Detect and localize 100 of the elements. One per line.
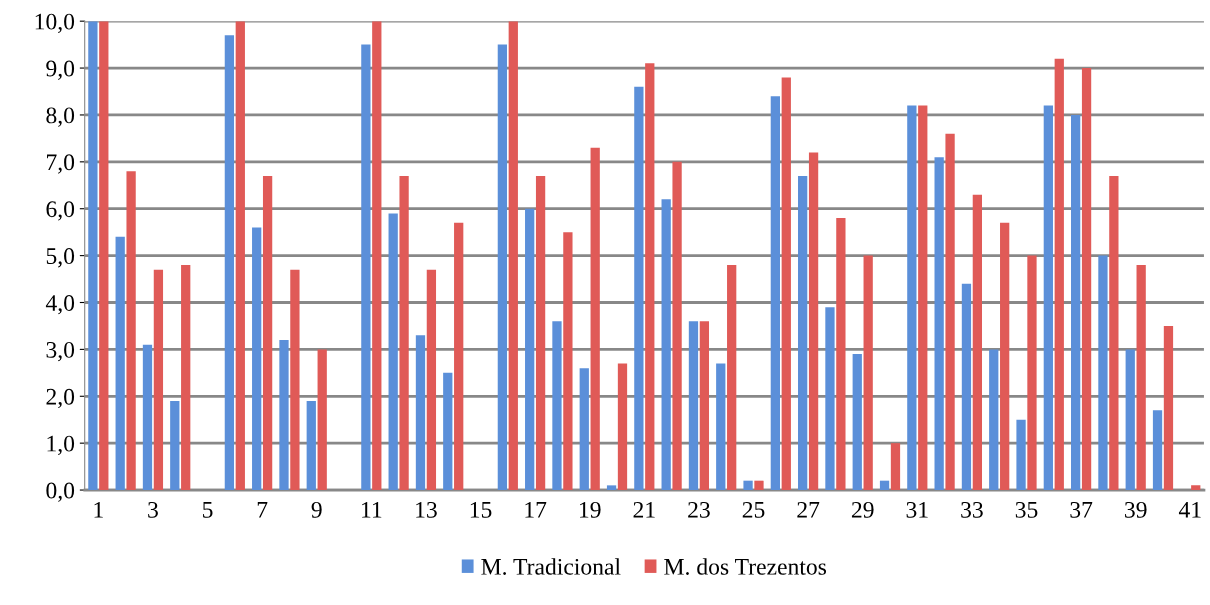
bar (361, 44, 371, 491)
bar (252, 227, 262, 491)
x-tick-label: 9 (311, 501, 322, 518)
bar (388, 213, 398, 491)
y-tick-label: 4,0 (45, 294, 75, 315)
bar (770, 96, 780, 491)
legend-label: M. Tradicional (481, 558, 621, 575)
bar (645, 63, 655, 491)
bar (634, 86, 644, 491)
bar (863, 255, 873, 491)
bar (699, 321, 710, 491)
bar (153, 269, 164, 491)
bar (126, 171, 136, 491)
x-tick-label: 11 (362, 501, 382, 518)
bar (672, 161, 682, 491)
bar (754, 480, 764, 491)
bar (306, 400, 316, 491)
bar (1152, 410, 1163, 491)
x-tick-label: 7 (257, 502, 268, 518)
bar (170, 400, 180, 491)
x-tick-label: 15 (470, 501, 492, 518)
y-tick-label: 9,0 (46, 60, 75, 80)
y-tick-label: 5,0 (46, 248, 75, 268)
bar (590, 147, 600, 491)
bar (1027, 255, 1037, 491)
bar (290, 269, 300, 491)
x-tick-label: 41 (1178, 501, 1201, 518)
bar (1098, 255, 1108, 491)
bar (142, 344, 153, 491)
x-tick-label: 27 (797, 501, 820, 518)
bar (1016, 419, 1026, 491)
y-tick-label: 7,0 (47, 154, 75, 174)
bar (825, 307, 835, 491)
bar (661, 199, 671, 491)
y-tick-label: 8,0 (46, 107, 75, 127)
y-tick-label: 3,0 (46, 341, 75, 362)
x-tick-label: 5 (203, 502, 213, 518)
bar (716, 363, 726, 491)
x-tick-label: 29 (851, 501, 874, 518)
x-tick-label: 39 (1125, 501, 1147, 518)
x-tick-label: 31 (906, 501, 928, 518)
bar (890, 443, 901, 491)
bar (454, 222, 464, 491)
bar (1136, 264, 1146, 491)
bar (606, 485, 617, 491)
bar (415, 335, 426, 491)
bar (181, 264, 191, 491)
bar (399, 175, 409, 491)
bar (262, 175, 273, 491)
bar (1125, 349, 1135, 491)
bar (688, 321, 699, 491)
bar (907, 105, 917, 491)
legend-label: M. dos Trezentos (664, 558, 827, 575)
x-tick-label: 25 (742, 501, 765, 518)
x-tick-label: 21 (633, 501, 655, 518)
bar (798, 175, 808, 491)
x-tick-label: 23 (688, 501, 710, 518)
bar (1109, 175, 1119, 491)
y-tick-label: 10,0 (35, 13, 75, 33)
bar (279, 340, 289, 491)
bar (508, 21, 518, 491)
bar (836, 218, 846, 491)
x-tick-label: 37 (1070, 501, 1093, 518)
bar (372, 21, 382, 491)
bar (1163, 325, 1174, 491)
bar (1054, 58, 1064, 491)
y-tick-label: 2,0 (46, 388, 75, 409)
bar (1081, 68, 1092, 491)
bar (781, 77, 791, 491)
x-tick-label: 13 (416, 501, 437, 518)
bar (497, 44, 508, 491)
bar (1000, 222, 1010, 491)
bar (1043, 105, 1053, 491)
bar (99, 21, 109, 491)
bar (426, 269, 437, 491)
bar (563, 232, 573, 491)
x-tick-label: 17 (525, 501, 547, 518)
bar (918, 105, 928, 491)
bar (525, 208, 535, 491)
bar (552, 321, 562, 491)
bar (727, 264, 737, 491)
bar (317, 349, 327, 491)
bar (1071, 114, 1081, 491)
bar (879, 480, 890, 491)
bar (535, 175, 546, 491)
bar (443, 372, 453, 491)
bar (934, 157, 944, 491)
bar (972, 194, 983, 491)
bar (224, 35, 235, 491)
x-tick-label: 1 (94, 501, 103, 518)
bar (945, 133, 955, 491)
bar (961, 283, 972, 491)
bar (852, 354, 862, 491)
bar (808, 152, 819, 491)
y-tick-label: 6,0 (46, 201, 75, 221)
x-tick-label: 19 (580, 501, 601, 518)
y-tick-label: 0,0 (46, 482, 75, 502)
bar (115, 236, 125, 491)
bar (235, 21, 245, 491)
bar (1191, 485, 1201, 491)
